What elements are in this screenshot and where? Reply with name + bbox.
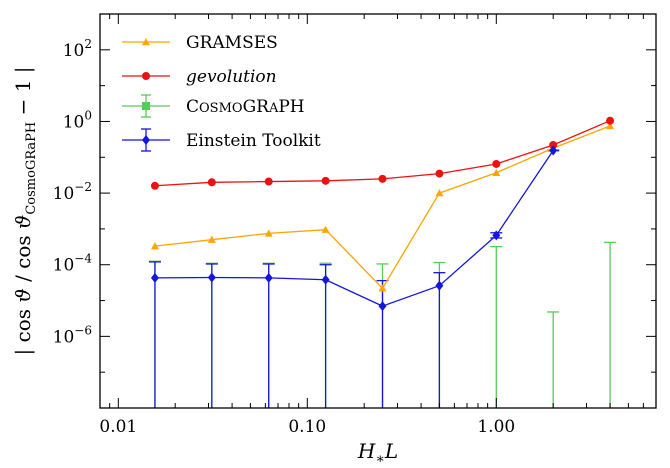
tick-labels: 0.01 0.10 1.00 10−6 10−4 10−2 100 102 <box>53 37 516 437</box>
series-line <box>154 150 554 307</box>
data-point <box>150 242 159 250</box>
data-point <box>606 116 615 125</box>
data-point <box>207 178 216 187</box>
data-point <box>321 225 330 233</box>
legend-marker <box>142 72 150 80</box>
data-point <box>606 121 615 130</box>
legend-label: COSMOGRAPH <box>186 97 305 117</box>
data-point <box>435 189 444 197</box>
x-axis-label: H∗L <box>357 439 398 467</box>
x-tick-label: 1.00 <box>477 417 515 437</box>
y-tick-label: 100 <box>63 108 92 132</box>
legend-label: Einstein Toolkit <box>186 131 321 151</box>
legend-marker <box>142 38 150 46</box>
x-tick-label: 0.01 <box>99 417 137 437</box>
data-point <box>264 272 273 283</box>
legend-item: COSMOGRAPH <box>122 94 305 118</box>
axis-ticks <box>99 13 657 409</box>
legend-marker <box>142 102 150 110</box>
series-markers <box>150 116 615 312</box>
data-point <box>321 176 330 185</box>
y-tick-label: 102 <box>63 37 92 61</box>
data-point <box>378 301 387 312</box>
legend-label: GRAMSES <box>186 33 278 53</box>
data-point <box>549 141 558 150</box>
legend: GRAMSES gevolution COSMOGRAPH Einstein Tool… <box>122 33 321 152</box>
plot-frame <box>99 13 657 409</box>
data-point <box>378 174 387 183</box>
y-tick-label: 10−2 <box>53 180 92 204</box>
data-point <box>264 229 273 237</box>
data-point <box>435 280 444 291</box>
legend-label: gevolution <box>186 67 277 87</box>
data-point <box>321 274 330 285</box>
data-point <box>549 145 558 156</box>
data-point <box>492 168 501 176</box>
data-point <box>207 272 216 283</box>
legend-item: GRAMSES <box>122 33 278 53</box>
data-point <box>492 159 501 168</box>
y-axis-label: | cos ϑ / cos ϑCosmoGRaPH − 1 | <box>11 66 39 355</box>
data-point <box>150 181 159 190</box>
data-point <box>492 230 501 241</box>
legend-marker <box>142 135 150 145</box>
y-tick-label: 10−4 <box>53 252 93 276</box>
x-tick-label: 0.10 <box>288 417 326 437</box>
data-point <box>378 284 387 292</box>
legend-item: gevolution <box>122 67 277 87</box>
error-bars <box>148 149 617 408</box>
data-point <box>150 272 159 283</box>
y-tick-label: 10−6 <box>53 323 92 347</box>
data-point <box>435 169 444 178</box>
legend-item: Einstein Toolkit <box>122 128 321 152</box>
data-point <box>264 177 273 186</box>
data-point <box>207 235 216 243</box>
